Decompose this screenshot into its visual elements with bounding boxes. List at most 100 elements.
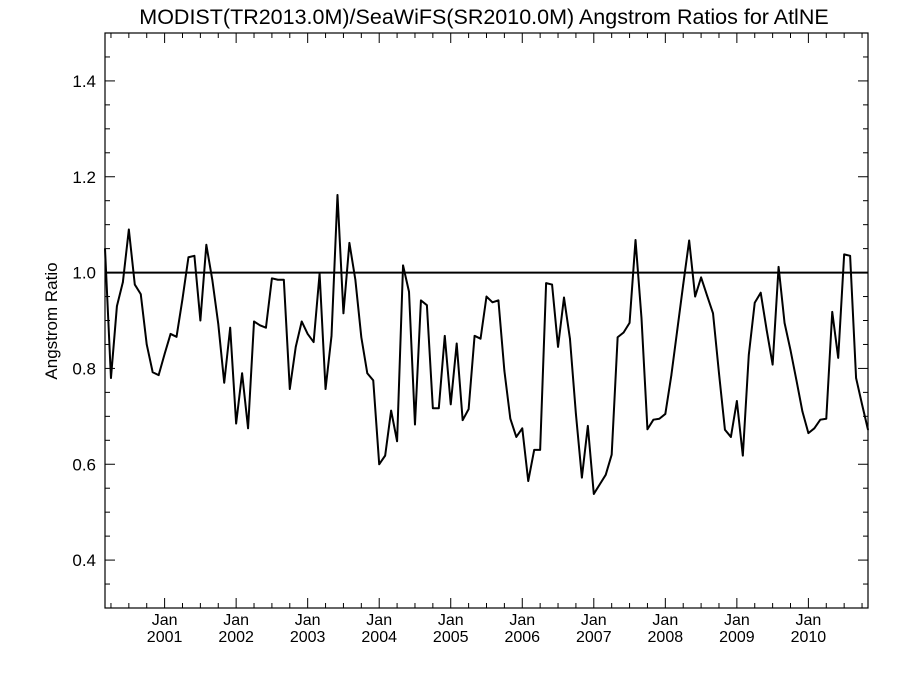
x-tick-label-month: Jan (295, 612, 321, 629)
x-tick-label-year: 2004 (361, 629, 397, 646)
data-point (747, 354, 750, 356)
data-point (169, 333, 172, 335)
data-point (300, 320, 303, 323)
data-point (324, 388, 327, 390)
data-point (217, 323, 220, 325)
data-point (616, 336, 619, 339)
data-point (712, 312, 714, 315)
data-point (455, 342, 458, 345)
data-point (587, 425, 589, 427)
data-point (557, 346, 559, 348)
data-point (306, 333, 309, 335)
data-point (199, 319, 202, 322)
y-axis-label: Angstrom Ratio (42, 262, 61, 379)
data-point (825, 417, 828, 420)
data-point (432, 407, 434, 409)
data-point (730, 436, 732, 438)
data-point (575, 413, 577, 415)
data-point (771, 363, 774, 366)
x-tick-label-month: Jan (366, 612, 392, 629)
x-tick-label-month: Jan (724, 612, 750, 629)
data-point (813, 427, 816, 430)
data-point (122, 281, 124, 283)
data-point (336, 194, 339, 196)
data-point (706, 294, 708, 297)
data-point (628, 322, 631, 324)
data-point (247, 427, 249, 430)
data-point (402, 264, 404, 267)
data-point (223, 381, 226, 384)
data-point (181, 298, 184, 300)
tick-labels: 0.40.60.81.01.21.4Jan2001Jan2002Jan2003J… (72, 72, 826, 646)
data-point (145, 343, 148, 346)
data-point (551, 283, 553, 286)
x-tick-label-month: Jan (509, 612, 535, 629)
data-point (545, 282, 547, 284)
x-tick-label-year: 2010 (791, 629, 827, 646)
data-point (414, 423, 416, 426)
data-point (211, 278, 214, 281)
data-point (151, 371, 154, 374)
data-point (479, 337, 482, 340)
data-point (461, 419, 464, 421)
data-point (503, 370, 506, 372)
data-point (652, 418, 655, 421)
data-point (312, 341, 315, 343)
data-point (831, 311, 834, 313)
data-point (622, 331, 625, 334)
data-point (491, 301, 494, 304)
data-point (253, 320, 255, 323)
data-point (467, 408, 470, 410)
data-point (294, 346, 297, 348)
x-tick-label-year: 2007 (576, 629, 612, 646)
data-point (265, 326, 267, 329)
data-point (110, 377, 112, 379)
data-point (807, 432, 810, 434)
data-point (241, 372, 243, 375)
data-point (288, 388, 291, 390)
data-point (366, 372, 369, 375)
data-point (777, 266, 780, 268)
x-tick-label-month: Jan (581, 612, 607, 629)
y-tick-label: 1.2 (72, 168, 96, 187)
data-point (592, 493, 595, 495)
data-point (861, 403, 863, 406)
data-point (116, 305, 118, 307)
x-tick-label-year: 2008 (648, 629, 684, 646)
data-point (724, 428, 726, 431)
data-point (670, 374, 673, 377)
data-point (742, 454, 744, 457)
x-tick-label-year: 2005 (433, 629, 469, 646)
plot-area-frame (104, 32, 869, 609)
data-point (521, 427, 524, 430)
series-layer (104, 193, 869, 495)
data-point (515, 436, 518, 438)
x-tick-label-year: 2009 (719, 629, 755, 646)
data-point (634, 239, 637, 241)
data-point (438, 407, 440, 409)
data-point (175, 335, 178, 338)
x-tick-label-month: Jan (152, 612, 178, 629)
data-point (128, 228, 130, 231)
data-point (533, 449, 535, 451)
data-point (318, 272, 321, 275)
data-point (855, 377, 857, 379)
data-point (783, 322, 786, 324)
data-point (664, 413, 667, 415)
data-point (819, 418, 822, 421)
data-point (658, 417, 661, 420)
data-point (843, 253, 845, 256)
chart-title: MODIST(TR2013.0M)/SeaWiFS(SR2010.0M) Ang… (139, 5, 828, 29)
data-point (235, 422, 237, 425)
data-point (277, 278, 279, 281)
data-point (348, 242, 351, 244)
data-point (187, 256, 190, 259)
series-line (104, 193, 869, 495)
data-point (581, 476, 583, 479)
x-tick-label-month: Jan (795, 612, 821, 629)
x-tick-label-year: 2002 (218, 629, 254, 646)
data-point (694, 295, 696, 298)
data-point (527, 480, 530, 482)
data-point (539, 449, 541, 451)
